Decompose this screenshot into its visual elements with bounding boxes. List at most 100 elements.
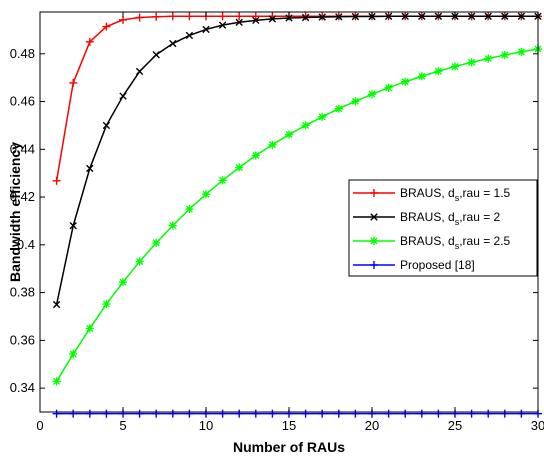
series-1-point xyxy=(135,13,144,22)
series-2-point xyxy=(202,25,210,34)
series-4-point xyxy=(484,409,493,418)
series-2-point xyxy=(52,300,61,309)
series-1-point xyxy=(301,12,310,21)
series-2-point xyxy=(351,12,360,21)
series-3-point xyxy=(85,324,94,333)
series-3-point xyxy=(69,349,78,358)
legend-swatch-marker xyxy=(370,237,378,245)
y-tick-label: 0.48 xyxy=(10,46,35,61)
series-2-point xyxy=(401,12,409,20)
series-2-point xyxy=(418,12,426,20)
series-2-point xyxy=(135,67,144,76)
y-tick-label: 0.44 xyxy=(10,141,35,156)
series-4-point xyxy=(235,409,244,418)
x-tick-label: 25 xyxy=(448,418,462,433)
legend-item-3: BRAUS, ds,rau = 2.5 xyxy=(353,234,511,251)
legend-swatch-marker xyxy=(370,213,378,221)
series-4-point xyxy=(301,409,310,418)
x-tick-label: 15 xyxy=(282,418,296,433)
y-tick-label: 0.42 xyxy=(10,189,35,204)
x-tick-label: 30 xyxy=(531,418,544,433)
legend-label: BRAUS, ds,rau = 2.5 xyxy=(400,234,511,251)
series-2-point xyxy=(69,222,77,230)
series-3-point xyxy=(368,90,376,99)
series-4-point xyxy=(218,409,227,418)
series-2-point xyxy=(467,12,476,20)
series-4-point xyxy=(318,409,327,418)
series-3-point xyxy=(119,278,127,287)
series-2-point xyxy=(434,12,443,20)
series-2-point xyxy=(119,92,127,100)
series-1-point xyxy=(52,176,61,185)
series-3-point xyxy=(268,140,277,149)
series-3-point xyxy=(500,50,509,59)
series-3-point xyxy=(285,130,293,139)
series-3-point xyxy=(102,300,111,309)
series-3-point xyxy=(467,58,476,67)
series-4-point xyxy=(334,409,343,418)
series-layer xyxy=(52,12,542,418)
legend-item-1: BRAUS, ds,rau = 1.5 xyxy=(353,186,511,203)
series-4-point xyxy=(85,409,94,418)
legend-item-4: Proposed [18] xyxy=(353,258,475,272)
series-4-point xyxy=(434,409,443,418)
legend-label: BRAUS, ds,rau = 1.5 xyxy=(400,186,511,203)
series-2-point xyxy=(86,164,94,173)
series-4-point xyxy=(69,409,78,418)
series-3-point xyxy=(434,67,443,76)
y-tick-label: 0.34 xyxy=(10,380,35,395)
series-1-point xyxy=(69,78,78,87)
series-3-point xyxy=(318,112,327,121)
series-2-point xyxy=(318,13,326,21)
series-2-point xyxy=(301,13,310,22)
series-3-point xyxy=(202,190,210,199)
y-tick-label: 0.36 xyxy=(10,332,35,347)
series-3-point xyxy=(417,72,426,81)
series-1-point xyxy=(185,12,194,21)
y-axis-ticks: 0.34 0.36 0.38 0.4 0.42 0.44 0.46 0.48 xyxy=(10,46,538,395)
series-4-point xyxy=(500,409,509,418)
series-2-point xyxy=(252,16,260,25)
series-2-point xyxy=(268,15,277,23)
series-1-point xyxy=(218,12,227,21)
x-axis-ticks: 0 5 10 15 20 25 30 xyxy=(36,12,544,433)
x-tick-label: 0 xyxy=(36,418,43,433)
series-4-point xyxy=(168,409,177,418)
series-1-point xyxy=(235,12,244,21)
x-tick-label: 5 xyxy=(119,418,126,433)
series-3-point xyxy=(152,238,161,247)
y-tick-label: 0.46 xyxy=(10,94,35,109)
series-3-point xyxy=(235,163,244,172)
y-tick-label: 0.4 xyxy=(17,237,35,252)
series-1-point xyxy=(85,37,94,46)
series-3-point xyxy=(185,205,194,214)
series-4-point xyxy=(517,409,526,418)
legend: BRAUS, ds,rau = 1.5 BRAUS, ds,rau = 2 BRAU… xyxy=(348,179,538,277)
x-tick-label: 10 xyxy=(199,418,213,433)
series-2-point xyxy=(185,31,194,40)
series-3-point xyxy=(218,176,227,185)
series-1-point xyxy=(102,22,111,31)
y-axis-label: Bandwidth efficiency xyxy=(7,142,23,282)
series-4-point xyxy=(467,409,476,418)
series-3-point xyxy=(351,97,360,106)
x-axis-label: Number of RAUs xyxy=(233,439,345,455)
series-2-point xyxy=(501,12,509,20)
series-3-point xyxy=(384,83,393,92)
series-4-point xyxy=(417,409,426,418)
series-4-point xyxy=(52,409,61,418)
y-tick-label: 0.38 xyxy=(10,285,35,300)
series-2-point xyxy=(285,14,293,22)
legend-label: BRAUS, ds,rau = 2 xyxy=(400,210,501,227)
legend-label: Proposed [18] xyxy=(400,258,475,272)
legend-box xyxy=(348,179,538,277)
series-2-point xyxy=(517,12,526,20)
series-3-point xyxy=(168,221,177,230)
series-1-point xyxy=(119,15,127,24)
series-4-point xyxy=(268,409,277,418)
series-3-point xyxy=(301,121,310,130)
series-1-point xyxy=(168,12,177,21)
series-3-point xyxy=(52,377,61,386)
series-2-point xyxy=(218,21,227,29)
